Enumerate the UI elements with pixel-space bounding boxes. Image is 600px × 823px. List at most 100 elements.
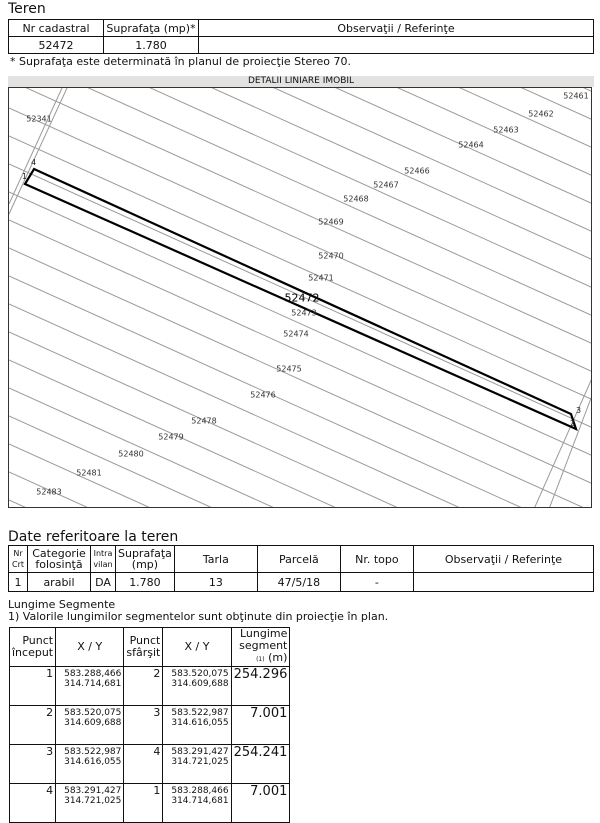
parcel-boundary-line (9, 415, 212, 507)
parcel-boundary-line (397, 88, 591, 176)
categorie-value: arabil (27, 572, 91, 592)
neighbor-label: 52473 (291, 308, 317, 318)
parcel-boundary-line (459, 88, 591, 148)
neighbor-label: 52469 (318, 217, 344, 227)
parcel-boundary-line (87, 88, 591, 316)
nr-topo-value: - (339, 572, 414, 592)
end-coordinates: 583.291,427 314.721,025 (162, 744, 232, 784)
end-x: 583.520,075 (171, 669, 229, 679)
header-suprafata: Suprafaţa (mp)* (103, 19, 199, 37)
segment-row: 3 583.522,987 314.616,055 4 583.291,427 31… (8, 744, 291, 784)
start-coordinates: 583.522,987 314.616,055 (55, 744, 125, 784)
header-xy-start: X / Y (55, 627, 125, 667)
neighbor-label: 52483 (36, 487, 62, 497)
suprafata-value: 1.780 (103, 36, 199, 54)
start-y: 314.714,681 (64, 679, 122, 689)
map-title: DETALII LINIARE IMOBIL (8, 76, 594, 87)
header-unit: (m) (268, 651, 288, 664)
parcel-outline (23, 167, 578, 432)
parcel-boundary-line (521, 88, 591, 120)
neighbor-label: 52470 (318, 251, 344, 261)
observatii-value (412, 572, 595, 592)
header-punct-sfarsit: Punct sfârşit (123, 627, 164, 667)
segments-note: 1) Valorile lungimilor segmentelor sunt … (8, 610, 389, 623)
header-xy-end: X / Y (162, 627, 232, 667)
date-teren-table: Nr Crt Categorie folosinţă Intra vilan S… (8, 545, 595, 592)
neighbor-label: 52462 (528, 109, 554, 119)
neighbor-label: 52466 (404, 166, 430, 176)
parcel-boundary-line (149, 88, 591, 288)
parcel-label: 52472 (284, 291, 320, 305)
point-label-1: 1 (22, 172, 28, 181)
parcel-boundary-line (9, 135, 591, 400)
parcel-boundary-line (9, 443, 150, 507)
parcel-boundary-line (9, 331, 398, 507)
segment-row: 1 583.288,466 314.714,681 2 583.520,075 31… (8, 666, 291, 706)
segment-length: 254.296 (230, 666, 291, 706)
end-x: 583.288,466 (171, 786, 229, 796)
header-footnote-ref: (1) (256, 656, 265, 663)
start-x: 583.291,427 (64, 786, 122, 796)
section-title-teren: Teren (8, 1, 46, 17)
neighbor-label: 52478 (191, 416, 217, 426)
neighbor-label: 52475 (276, 364, 302, 374)
end-y: 314.721,025 (171, 757, 229, 767)
neighbor-label: 52479 (158, 432, 184, 442)
end-coordinates: 583.288,466 314.714,681 (162, 783, 232, 823)
parcel-boundary-line (9, 275, 522, 507)
neighbor-label: 52341 (26, 114, 52, 124)
nr-crt-value: 1 (8, 572, 28, 592)
neighbor-label: 52464 (458, 140, 484, 150)
end-x: 583.522,987 (171, 708, 229, 718)
suprafata-note: * Suprafaţa este determinată în planul d… (10, 55, 352, 68)
start-point: 1 (8, 666, 57, 706)
header-observatii: Observaţii / Referinţe (198, 19, 594, 37)
end-point: 2 (123, 666, 164, 706)
end-y: 314.609,688 (171, 679, 229, 689)
end-coordinates: 583.520,075 314.609,688 (162, 666, 232, 706)
header-observatii: Observaţii / Referinţe (412, 545, 595, 573)
header-lungime-label: Lungime segment (239, 627, 288, 652)
start-x: 583.520,075 (64, 708, 122, 718)
neighbor-label: 52480 (118, 449, 144, 459)
parcela-value: 47/5/18 (256, 572, 341, 592)
segments-table: Punct început X / Y Punct sfârşit X / Y … (8, 627, 291, 823)
parcel-boundary-line (9, 219, 591, 484)
neighbor-label: 52467 (373, 180, 399, 190)
start-y: 314.609,688 (64, 718, 122, 728)
neighbor-label: 52463 (493, 125, 519, 135)
start-y: 314.721,025 (64, 796, 122, 806)
road-line (9, 88, 68, 215)
parcel-boundary-line (211, 88, 591, 260)
road-line (549, 396, 591, 507)
parcel-boundary-line (9, 387, 274, 507)
neighbor-label: 52471 (308, 273, 334, 283)
segment-row: 4 583.291,427 314.721,025 1 583.288,466 31… (8, 783, 291, 823)
start-point: 3 (8, 744, 57, 784)
start-coordinates: 583.520,075 314.609,688 (55, 705, 125, 745)
suprafata-value: 1.780 (115, 572, 175, 592)
parcel-boundary-line (273, 88, 591, 232)
neighbor-label: 52461 (563, 91, 589, 101)
end-coordinates: 583.522,987 314.616,055 (162, 705, 232, 745)
header-parcela: Parcelă (256, 545, 341, 573)
header-nr-cadastral: Nr cadastral (8, 19, 104, 37)
neighbor-label: 52481 (76, 468, 102, 478)
end-point: 1 (123, 783, 164, 823)
header-intravilan: Intra vilan (90, 545, 116, 573)
start-y: 314.616,055 (64, 757, 122, 767)
start-x: 583.288,466 (64, 669, 122, 679)
section-title-date: Date referitoare la teren (8, 529, 179, 545)
parcel-boundary-line (25, 88, 591, 344)
start-x: 583.522,987 (64, 747, 122, 757)
start-coordinates: 583.291,427 314.721,025 (55, 783, 125, 823)
parcel-boundary-line (335, 88, 591, 204)
header-punct-inceput: Punct început (8, 627, 57, 667)
road-line (9, 88, 63, 205)
parcel-map: 4 1 3 2 52472 52461 52462 52463 52464 52… (8, 87, 592, 508)
end-y: 314.714,681 (171, 796, 229, 806)
header-categorie: Categorie folosinţă (27, 545, 91, 573)
segment-length: 254.241 (230, 744, 291, 784)
header-suprafata: Suprafaţa (mp) (115, 545, 175, 573)
end-y: 314.616,055 (171, 718, 229, 728)
